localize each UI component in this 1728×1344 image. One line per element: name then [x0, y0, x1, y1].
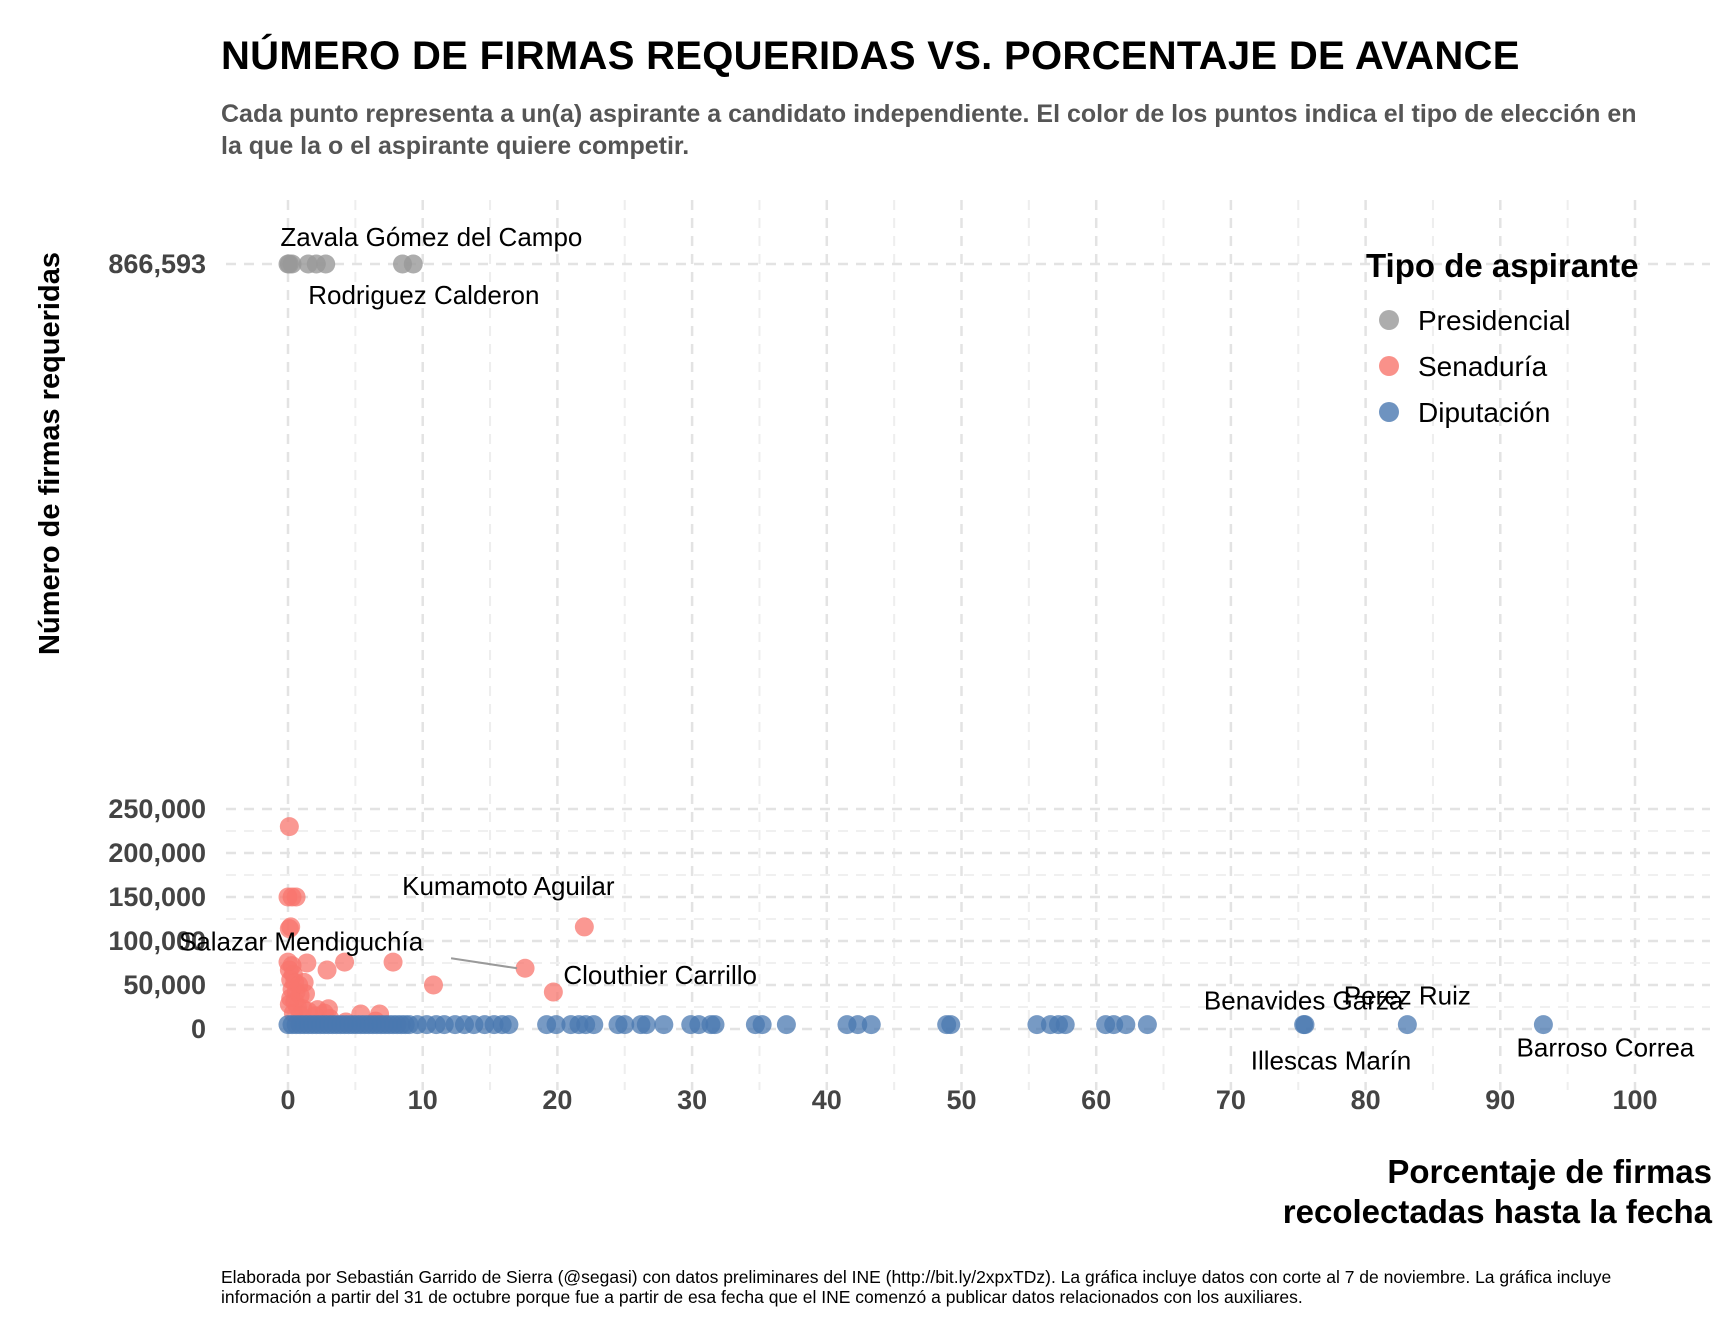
x-tick-label: 80	[1351, 1085, 1381, 1115]
x-tick-label: 100	[1612, 1085, 1657, 1115]
point-annotation: Illescas Marín	[1251, 1046, 1411, 1076]
legend-swatch	[1379, 310, 1399, 330]
point-annotation: Barroso Correa	[1517, 1033, 1695, 1063]
y-tick-label: 50,000	[123, 970, 206, 1000]
y-tick-label: 0	[191, 1014, 206, 1044]
data-point	[848, 1015, 868, 1035]
data-point	[776, 1015, 796, 1035]
point-annotation: Clouthier Carrillo	[563, 960, 757, 990]
data-point	[318, 999, 338, 1019]
point-annotations: Zavala Gómez del Campo Rodriguez Calderon…	[179, 222, 1695, 1076]
x-tick-label: 70	[1216, 1085, 1246, 1115]
data-point	[279, 919, 299, 939]
y-tick-label: 250,000	[108, 794, 206, 824]
scatter-chart: 0 50,000 100,000 150,000 200,000 250,000 866,5…	[108, 200, 1710, 1115]
point-annotation: Kumamoto Aguilar	[402, 871, 615, 901]
data-point	[317, 960, 337, 980]
point-annotation: Rodriguez Calderon	[308, 280, 539, 310]
chart-title: NÚMERO DE FIRMAS REQUERIDAS VS. PORCENTA…	[221, 34, 1520, 78]
data-point	[654, 1015, 674, 1035]
data-point	[279, 817, 299, 837]
x-tick-label: 40	[812, 1085, 842, 1115]
legend-entry: Diputación	[1418, 397, 1550, 428]
data-point	[1027, 1015, 1047, 1035]
data-point	[1137, 1015, 1157, 1035]
x-tick-label: 60	[1081, 1085, 1111, 1115]
point-annotation: Perez Ruiz	[1344, 981, 1471, 1011]
data-point	[1533, 1015, 1553, 1035]
data-point	[282, 254, 302, 274]
legend-title: Tipo de aspirante	[1366, 247, 1639, 284]
x-tick-label: 90	[1485, 1085, 1515, 1115]
legend-swatch	[1379, 356, 1399, 376]
data-point	[584, 1015, 604, 1035]
x-axis-label: Porcentaje de firmas recolectadas hasta …	[1282, 1153, 1712, 1230]
data-point	[543, 982, 563, 1002]
x-tick-label: 30	[677, 1085, 707, 1115]
grid-lines	[226, 200, 1710, 1090]
legend: Tipo de aspirante Presidencial Senaduría Di…	[1366, 247, 1639, 428]
data-point	[941, 1015, 961, 1035]
y-tick-labels: 0 50,000 100,000 150,000 200,000 250,000 866,5…	[108, 249, 206, 1044]
chart-subtitle: Cada punto representa a un(a) aspirante …	[221, 100, 1637, 160]
point-annotation: Salazar Mendiguchía	[179, 926, 424, 956]
y-tick-label: 100,000	[108, 926, 206, 956]
point-annotation: Zavala Gómez del Campo	[280, 222, 582, 252]
y-tick-label: 150,000	[108, 882, 206, 912]
x-tick-label: 20	[542, 1085, 572, 1115]
data-point	[1055, 1015, 1075, 1035]
data-point	[574, 917, 594, 937]
y-tick-label: 200,000	[108, 838, 206, 868]
data-point	[752, 1015, 772, 1035]
point-annotation: Benavides Garza	[1204, 986, 1404, 1016]
data-point	[383, 952, 403, 972]
data-point	[1116, 1015, 1136, 1035]
data-point	[515, 958, 535, 978]
legend-entry: Presidencial	[1418, 305, 1571, 336]
legend-entry: Senaduría	[1418, 351, 1548, 382]
data-point	[705, 1015, 725, 1035]
data-point	[546, 1015, 566, 1035]
data-point	[335, 952, 355, 972]
legend-swatch	[1379, 402, 1399, 422]
data-point	[423, 975, 443, 995]
x-tick-label: 50	[946, 1085, 976, 1115]
data-point	[316, 254, 336, 274]
data-point	[1397, 1015, 1417, 1035]
data-point	[636, 1015, 656, 1035]
chart-caption: Elaborada por Sebastián Garrido de Sierr…	[221, 1267, 1612, 1307]
data-point	[499, 1015, 519, 1035]
data-point	[403, 254, 423, 274]
x-tick-label: 0	[280, 1085, 295, 1115]
data-points	[278, 254, 1553, 1035]
x-tick-labels: 0 10 20 30 40 50 60 70 80 90 100	[280, 1085, 1657, 1115]
data-point	[286, 887, 306, 907]
data-point	[1295, 1015, 1315, 1035]
data-point	[297, 953, 317, 973]
data-point	[861, 1015, 881, 1035]
data-point	[615, 1015, 635, 1035]
y-tick-label: 866,593	[108, 249, 206, 279]
x-tick-label: 10	[408, 1085, 438, 1115]
annotation-leader	[450, 957, 518, 970]
